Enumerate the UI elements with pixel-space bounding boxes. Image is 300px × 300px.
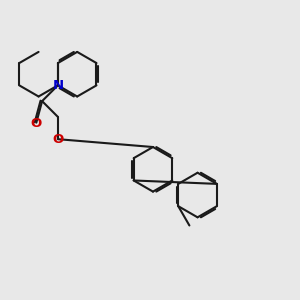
Text: O: O <box>52 133 64 146</box>
Text: O: O <box>30 117 41 130</box>
Text: N: N <box>52 79 63 92</box>
